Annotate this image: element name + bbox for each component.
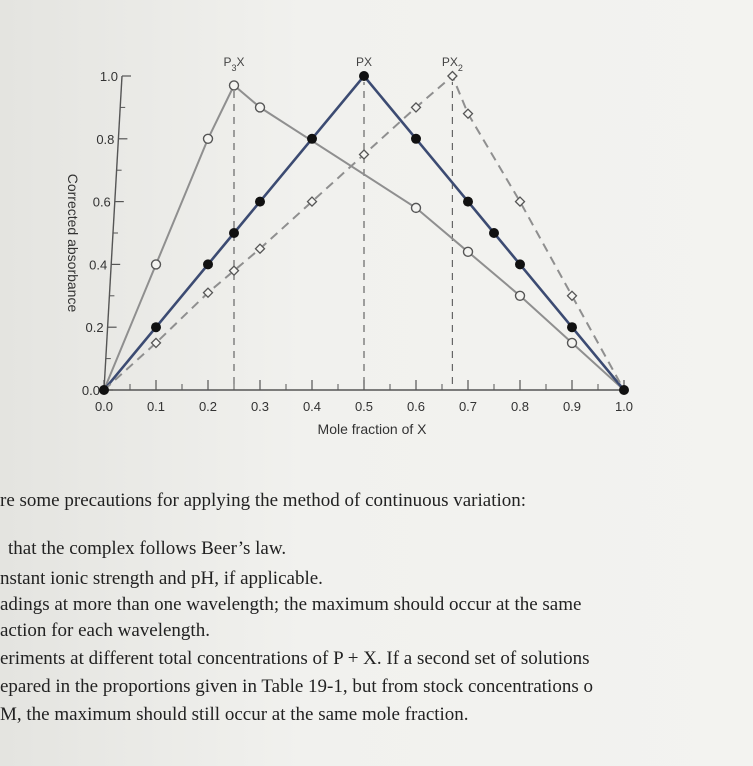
data-point-PX2 bbox=[202, 287, 214, 299]
y-tick-label: 0.6 bbox=[93, 195, 111, 210]
text-line-7: epared in the proportions given in Table… bbox=[0, 676, 593, 697]
data-point-PX bbox=[151, 322, 161, 333]
data-point-PX bbox=[359, 71, 369, 81]
data-point-PX bbox=[229, 228, 239, 238]
data-point-PX bbox=[567, 322, 577, 333]
text-line-8: M, the maximum should still occur at the… bbox=[0, 704, 469, 725]
x-tick-label: 0.7 bbox=[459, 399, 477, 414]
y-tick-label: 1.0 bbox=[100, 69, 118, 84]
text-line-6: eriments at different total concentratio… bbox=[0, 648, 590, 669]
peak-label: P3X bbox=[223, 55, 244, 73]
vertical-reference-lines bbox=[233, 82, 453, 384]
data-point-PX2 bbox=[410, 101, 422, 113]
data-point-PX2 bbox=[254, 243, 266, 255]
data-point-P3X bbox=[566, 337, 578, 349]
peak-label: PX bbox=[356, 55, 372, 69]
data-point-P3X bbox=[202, 133, 214, 145]
y-tick-label: 0.4 bbox=[89, 257, 107, 272]
text-line-5: action for each wavelength. bbox=[0, 620, 210, 641]
data-point-PX2 bbox=[150, 337, 162, 349]
data-point-PX2 bbox=[566, 290, 578, 302]
text-line-3: nstant ionic strength and pH, if applica… bbox=[0, 568, 323, 589]
data-point-P3X bbox=[410, 202, 422, 214]
text-line-2: that the complex follows Beer’s law. bbox=[8, 538, 287, 559]
y-axis-title: Corrected absorbance bbox=[65, 174, 81, 313]
x-tick-label: 0.0 bbox=[95, 399, 113, 414]
data-point-PX bbox=[203, 259, 213, 270]
x-tick-label: 0.3 bbox=[251, 399, 269, 414]
data-point-P3X bbox=[254, 102, 266, 113]
x-tick-label: 0.1 bbox=[147, 399, 165, 414]
data-point-P3X bbox=[514, 290, 526, 301]
continuous-variation-chart: 0.0 0.2 0.4 0.6 0.8 1.0 0.0 0.1 0.2 0.3 0.4 0.5 0.6 0… bbox=[65, 55, 633, 437]
data-point-P3X bbox=[150, 259, 162, 270]
data-point-PX bbox=[255, 196, 265, 207]
x-tick-label: 1.0 bbox=[615, 399, 633, 414]
data-point-P3X bbox=[228, 80, 240, 91]
endpoint-x1 bbox=[619, 385, 629, 395]
series-line-P3X bbox=[103, 83, 625, 391]
peak-label: PX2 bbox=[442, 55, 463, 73]
y-tick-label: 0.0 bbox=[82, 383, 100, 398]
text-line-1: re some precautions for applying the met… bbox=[0, 490, 527, 511]
text-line-4: adings at more than one wavelength; the … bbox=[0, 594, 582, 615]
data-point-PX bbox=[515, 259, 525, 270]
x-tick-label: 0.6 bbox=[407, 399, 425, 414]
y-tick-label: 0.8 bbox=[96, 132, 114, 147]
data-point-PX2 bbox=[306, 196, 318, 208]
data-point-PX bbox=[489, 228, 499, 238]
x-tick-label: 0.5 bbox=[355, 399, 373, 414]
data-point-PX bbox=[307, 133, 317, 144]
data-point-PX2 bbox=[358, 149, 370, 160]
data-point-PX2 bbox=[228, 265, 240, 277]
x-tick-label: 0.9 bbox=[563, 399, 581, 414]
endpoint-origin bbox=[99, 385, 109, 395]
data-point-PX2 bbox=[462, 108, 474, 120]
x-axis-title: Mole fraction of X bbox=[318, 421, 428, 437]
data-point-P3X bbox=[462, 246, 474, 258]
data-point-PX bbox=[411, 133, 421, 144]
x-tick-label: 0.8 bbox=[511, 399, 529, 414]
data-point-PX2 bbox=[446, 70, 458, 82]
data-point-PX2 bbox=[514, 196, 526, 208]
x-tick-label: 0.4 bbox=[303, 399, 321, 414]
labels-layer: P3X PX PX2 bbox=[223, 55, 462, 73]
axes: 0.0 0.2 0.4 0.6 0.8 1.0 0.0 0.1 0.2 0.3 0.4 0.5 0.6 0… bbox=[65, 69, 633, 437]
y-tick-label: 0.2 bbox=[86, 320, 104, 335]
data-point-PX bbox=[463, 196, 473, 207]
series-layer bbox=[99, 70, 629, 395]
x-tick-label: 0.2 bbox=[199, 399, 217, 414]
